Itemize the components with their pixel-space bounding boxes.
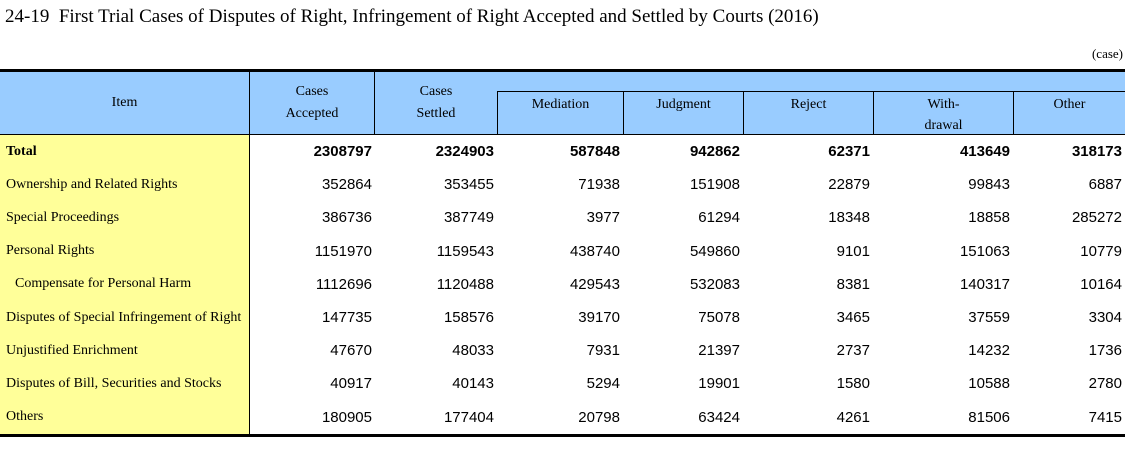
table-row: Compensate for Personal Harm 1112696 112…	[0, 267, 1125, 301]
cell-judgment: 75078	[698, 309, 740, 327]
cell-cases-settled: 387749	[443, 209, 494, 227]
cell-judgment: 549860	[689, 242, 740, 260]
row-label: Compensate for Personal Harm	[0, 267, 250, 301]
cell-cases-accepted: 2308797	[313, 143, 372, 161]
column-header-mediation: Mediation	[498, 92, 624, 134]
cell-cases-accepted: 352864	[321, 176, 372, 194]
cell-mediation: 429543	[569, 275, 620, 293]
cell-mediation: 5294	[586, 375, 620, 393]
cell-other: 285272	[1071, 209, 1122, 227]
cell-mediation: 7931	[586, 342, 620, 360]
cell-withdrawal: 99843	[968, 176, 1010, 194]
cell-mediation: 39170	[578, 309, 620, 327]
cell-reject: 18348	[828, 209, 870, 227]
cell-judgment: 19901	[698, 375, 740, 393]
table-row: Others 180905 177404 20798 63424 4261 81…	[0, 400, 1125, 434]
cell-cases-settled: 48033	[452, 342, 494, 360]
settled-breakdown-header-group: Mediation Judgment Reject With- drawal O…	[497, 91, 1125, 134]
column-header-judgment: Judgment	[624, 92, 744, 134]
table-row: Unjustified Enrichment 47670 48033 7931 …	[0, 334, 1125, 368]
cell-withdrawal: 10588	[968, 375, 1010, 393]
row-label: Others	[0, 400, 250, 434]
cell-reject: 9101	[836, 242, 870, 260]
column-header-other: Other	[1053, 97, 1086, 112]
cell-withdrawal: 413649	[959, 143, 1010, 161]
column-header-cases-accepted: Cases Accepted	[250, 72, 375, 134]
cell-withdrawal: 14232	[968, 342, 1010, 360]
cell-mediation: 438740	[569, 242, 620, 260]
cell-other: 1736	[1088, 342, 1122, 360]
cell-cases-accepted: 40917	[330, 375, 372, 393]
column-header-reject: Reject	[744, 92, 874, 134]
cell-cases-accepted: 1151970	[314, 242, 372, 260]
cell-judgment: 532083	[689, 275, 740, 293]
table-body: Total 2308797 2324903 587848 942862 6237…	[0, 135, 1125, 437]
cell-cases-settled: 40143	[452, 375, 494, 393]
table-header-row: Item Cases Accepted Cases Settled Mediat…	[0, 69, 1125, 135]
table-title: 24-19 First Trial Cases of Disputes of R…	[5, 6, 819, 27]
cell-judgment: 21397	[698, 342, 740, 360]
row-label: Disputes of Special Infringement of Righ…	[0, 300, 250, 335]
cell-mediation: 3977	[586, 209, 620, 227]
cell-reject: 1580	[836, 375, 870, 393]
cell-mediation: 20798	[578, 408, 620, 426]
cell-reject: 3465	[836, 309, 870, 327]
cell-cases-settled: 177404	[443, 408, 494, 426]
row-label: Total	[0, 135, 250, 169]
cell-withdrawal: 140317	[959, 275, 1010, 293]
cell-judgment: 151908	[689, 176, 740, 194]
cell-other: 10779	[1080, 242, 1122, 260]
cell-reject: 62371	[828, 143, 870, 161]
column-header-item: Item	[0, 72, 250, 134]
cell-cases-accepted: 180905	[321, 408, 372, 426]
cell-cases-settled: 1159543	[436, 242, 494, 260]
cell-mediation: 71938	[578, 176, 620, 194]
cell-cases-accepted: 386736	[321, 209, 372, 227]
row-label: Special Proceedings	[0, 201, 250, 235]
cell-cases-settled: 158576	[443, 309, 494, 327]
cell-cases-settled: 353455	[443, 176, 494, 194]
cell-cases-accepted: 47670	[330, 342, 372, 360]
cell-other: 3304	[1088, 309, 1122, 327]
cell-other: 7415	[1088, 408, 1122, 426]
cell-reject: 8381	[836, 275, 870, 293]
cell-cases-accepted: 147735	[321, 309, 372, 327]
cell-cases-accepted: 1112696	[315, 275, 372, 293]
cell-reject: 22879	[828, 176, 870, 194]
table-row: Ownership and Related Rights 352864 3534…	[0, 168, 1125, 202]
cell-withdrawal: 18858	[968, 209, 1010, 227]
table-row: Special Proceedings 386736 387749 3977 6…	[0, 201, 1125, 235]
row-label: Disputes of Bill, Securities and Stocks	[0, 367, 250, 401]
cell-other: 2780	[1088, 375, 1122, 393]
cell-mediation: 587848	[569, 143, 620, 161]
cell-withdrawal: 37559	[968, 309, 1010, 327]
column-header-withdrawal: With- drawal	[874, 92, 1014, 134]
cell-withdrawal: 81506	[968, 408, 1010, 426]
table-row: Total 2308797 2324903 587848 942862 6237…	[0, 135, 1125, 169]
cell-other: 318173	[1071, 143, 1122, 161]
cell-judgment: 63424	[698, 408, 740, 426]
row-label: Ownership and Related Rights	[0, 168, 250, 202]
cell-cases-settled: 2324903	[435, 143, 494, 161]
unit-label: (case)	[1091, 46, 1123, 61]
column-header-cases-settled: Cases Settled	[416, 84, 456, 121]
cell-reject: 4261	[836, 408, 870, 426]
cell-judgment: 61294	[698, 209, 740, 227]
cell-other: 10164	[1080, 275, 1122, 293]
statistics-table: Item Cases Accepted Cases Settled Mediat…	[0, 69, 1125, 437]
cell-withdrawal: 151063	[959, 242, 1010, 260]
cell-cases-settled: 1120488	[436, 275, 494, 293]
table-row: Personal Rights 1151970 1159543 438740 5…	[0, 234, 1125, 268]
cell-reject: 2737	[836, 342, 870, 360]
table-row: Disputes of Special Infringement of Righ…	[0, 300, 1125, 335]
table-row: Disputes of Bill, Securities and Stocks …	[0, 367, 1125, 401]
row-label: Unjustified Enrichment	[0, 334, 250, 368]
cell-judgment: 942862	[689, 143, 740, 161]
row-label: Personal Rights	[0, 234, 250, 268]
cell-other: 6887	[1088, 176, 1122, 194]
